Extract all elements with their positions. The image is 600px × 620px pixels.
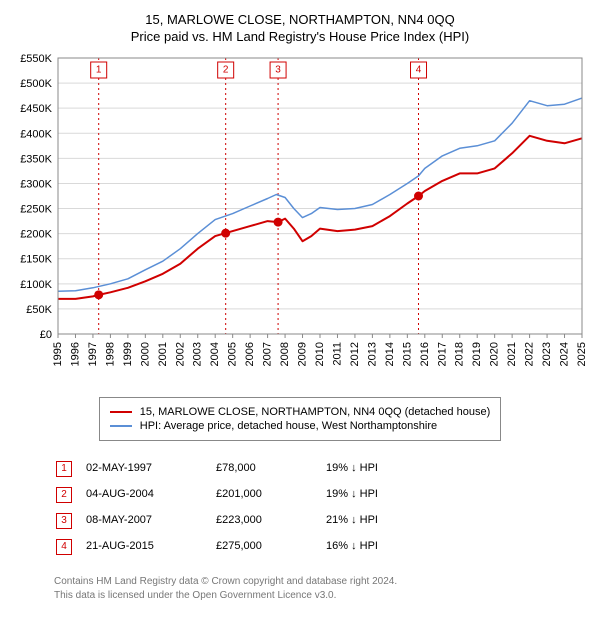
svg-text:2005: 2005 [227,342,239,366]
transaction-marker: 4 [56,539,72,555]
svg-text:£250K: £250K [20,204,52,216]
legend: 15, MARLOWE CLOSE, NORTHAMPTON, NN4 0QQ … [99,397,502,441]
svg-text:1999: 1999 [122,342,134,366]
transaction-diff: 16% ↓ HPI [326,540,436,552]
svg-text:2009: 2009 [297,342,309,366]
svg-text:2020: 2020 [489,342,501,366]
table-row: 2 04-AUG-2004£201,00019% ↓ HPI [56,483,436,507]
svg-text:£300K: £300K [20,178,52,190]
svg-text:2000: 2000 [139,342,151,366]
footer-line: This data is licensed under the Open Gov… [54,589,590,603]
svg-text:4: 4 [416,65,422,76]
svg-text:2019: 2019 [471,342,483,366]
transaction-date: 02-MAY-1997 [86,462,216,474]
chart-container: £0 £50K £100K £150K £200K £250K £300K £350K £400… [10,52,590,387]
svg-text:1997: 1997 [87,342,99,366]
svg-text:2003: 2003 [192,342,204,366]
svg-text:2002: 2002 [174,342,186,366]
transaction-date: 04-AUG-2004 [86,488,216,500]
svg-text:2006: 2006 [244,342,256,366]
table-row: 1 02-MAY-1997£78,00019% ↓ HPI [56,457,436,481]
transaction-marker: 3 [56,513,72,529]
svg-text:2007: 2007 [262,342,274,366]
legend-row: 15, MARLOWE CLOSE, NORTHAMPTON, NN4 0QQ … [110,406,491,418]
svg-text:2018: 2018 [454,342,466,366]
svg-text:3: 3 [275,65,281,76]
table-row: 4 21-AUG-2015£275,00016% ↓ HPI [56,535,436,559]
svg-text:2013: 2013 [366,342,378,366]
svg-text:2016: 2016 [419,342,431,366]
svg-text:2: 2 [223,65,229,76]
svg-text:1998: 1998 [104,342,116,366]
svg-text:£450K: £450K [20,103,52,115]
svg-text:2001: 2001 [157,342,169,366]
footer-attribution: Contains HM Land Registry data © Crown c… [54,575,590,603]
transaction-marker: 1 [56,461,72,477]
svg-text:£100K: £100K [20,279,52,291]
svg-text:1996: 1996 [69,342,81,366]
svg-text:2011: 2011 [331,342,343,366]
table-row: 3 08-MAY-2007£223,00021% ↓ HPI [56,509,436,533]
legend-row: HPI: Average price, detached house, West… [110,420,491,432]
svg-text:£200K: £200K [20,229,52,241]
page-subtitle: Price paid vs. HM Land Registry's House … [10,29,590,44]
transaction-diff: 19% ↓ HPI [326,462,436,474]
legend-label: 15, MARLOWE CLOSE, NORTHAMPTON, NN4 0QQ … [140,406,491,418]
svg-text:2014: 2014 [384,342,396,366]
transaction-table: 102-MAY-1997£78,00019% ↓ HPI204-AUG-2004… [54,455,438,561]
transaction-diff: 19% ↓ HPI [326,488,436,500]
svg-text:£550K: £550K [20,53,52,65]
svg-text:£400K: £400K [20,128,52,140]
svg-text:£50K: £50K [26,304,52,316]
svg-text:£150K: £150K [20,254,52,266]
svg-text:2010: 2010 [314,342,326,366]
price-chart: £0 £50K £100K £150K £200K £250K £300K £350K £400… [10,52,590,382]
transaction-diff: 21% ↓ HPI [326,514,436,526]
legend-swatch [110,425,132,427]
svg-text:2008: 2008 [279,342,291,366]
svg-text:£0: £0 [40,329,52,341]
svg-text:2017: 2017 [436,342,448,366]
legend-label: HPI: Average price, detached house, West… [140,420,437,432]
svg-text:1: 1 [96,65,102,76]
svg-text:2015: 2015 [401,342,413,366]
transaction-price: £275,000 [216,540,326,552]
transaction-date: 21-AUG-2015 [86,540,216,552]
svg-text:2012: 2012 [349,342,361,366]
svg-text:2022: 2022 [524,342,536,366]
svg-text:1995: 1995 [52,342,64,366]
svg-text:2025: 2025 [576,342,588,366]
transaction-marker: 2 [56,487,72,503]
svg-text:2023: 2023 [541,342,553,366]
svg-text:£350K: £350K [20,153,52,165]
svg-text:2004: 2004 [209,342,221,366]
transaction-date: 08-MAY-2007 [86,514,216,526]
page-title: 15, MARLOWE CLOSE, NORTHAMPTON, NN4 0QQ [10,12,590,27]
svg-text:£500K: £500K [20,78,52,90]
svg-text:2024: 2024 [559,342,571,366]
transaction-price: £201,000 [216,488,326,500]
transaction-price: £78,000 [216,462,326,474]
legend-swatch [110,411,132,413]
footer-line: Contains HM Land Registry data © Crown c… [54,575,590,589]
transaction-price: £223,000 [216,514,326,526]
svg-text:2021: 2021 [506,342,518,366]
